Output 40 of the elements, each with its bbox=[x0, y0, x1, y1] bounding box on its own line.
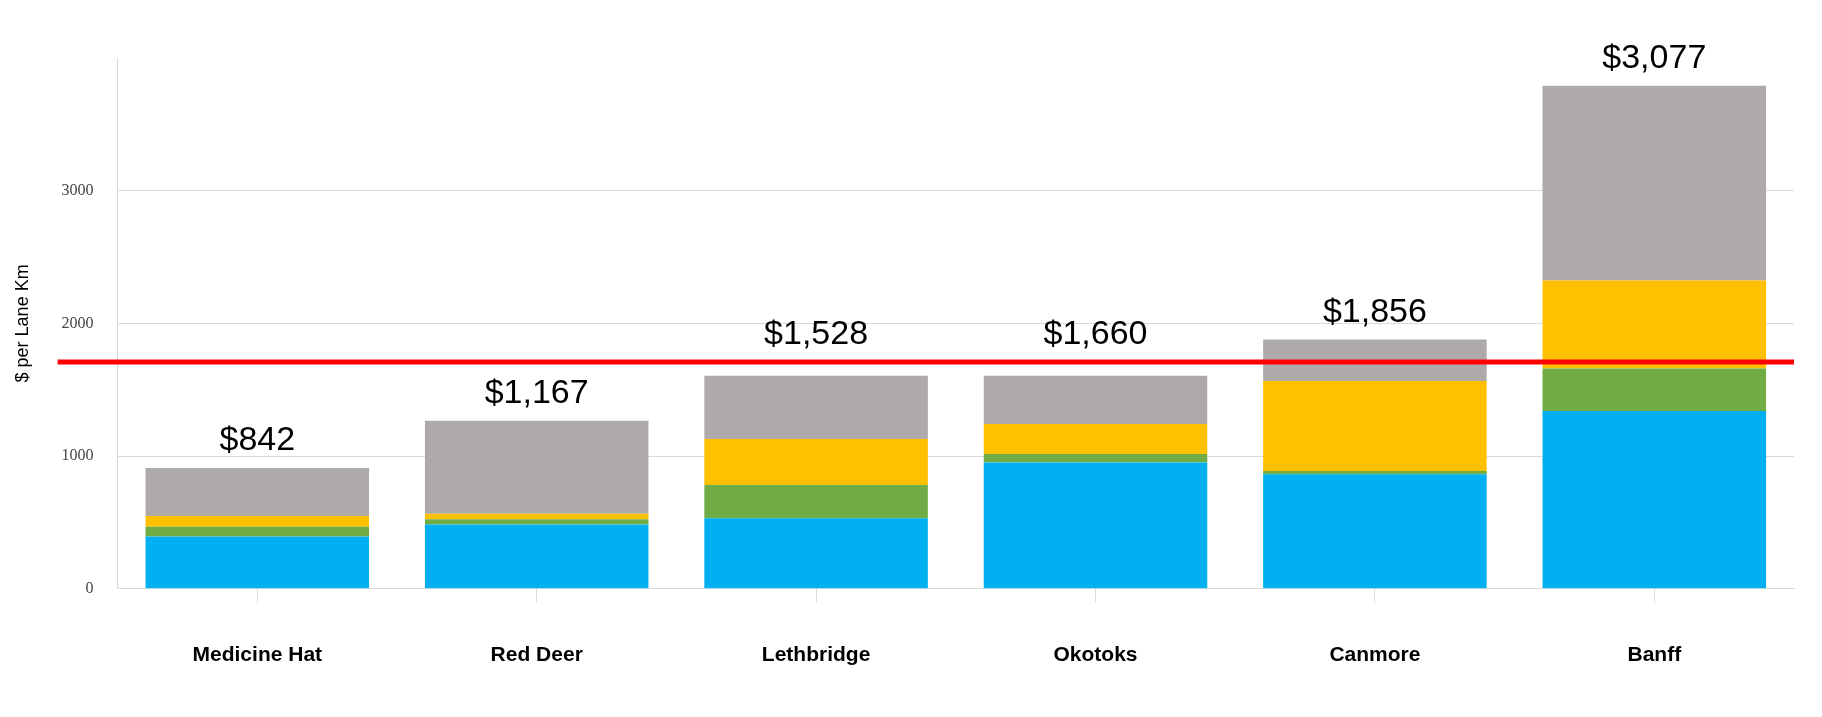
annotation: $842 bbox=[219, 419, 296, 458]
y-tick-label: 2000 bbox=[61, 313, 94, 331]
bar bbox=[983, 453, 1208, 463]
bar bbox=[424, 420, 649, 514]
annotation: $1,660 bbox=[1043, 313, 1148, 352]
bar bbox=[145, 467, 370, 517]
bar bbox=[1263, 381, 1487, 472]
bar bbox=[983, 423, 1208, 454]
annotation: $1,167 bbox=[484, 372, 589, 411]
x-tick-label: Canmore bbox=[1329, 642, 1421, 666]
bar bbox=[145, 536, 370, 589]
bar bbox=[704, 485, 928, 519]
bar bbox=[424, 513, 649, 520]
x-tick-label: Okotoks bbox=[1053, 642, 1138, 666]
bar bbox=[704, 375, 928, 439]
bar bbox=[704, 438, 928, 486]
bar bbox=[1542, 411, 1767, 589]
annotation: $1,528 bbox=[764, 313, 869, 352]
annotation: $3,077 bbox=[1602, 37, 1707, 76]
bar bbox=[1542, 85, 1767, 281]
bar bbox=[424, 519, 649, 525]
bar bbox=[1542, 368, 1767, 412]
y-tick-label: 3000 bbox=[61, 180, 94, 198]
y-tick-label: 0 bbox=[85, 579, 94, 596]
x-tick-label: Lethbridge bbox=[761, 642, 871, 666]
bar bbox=[145, 526, 370, 537]
bar bbox=[145, 516, 370, 527]
bar bbox=[983, 375, 1208, 424]
bar bbox=[1263, 471, 1487, 475]
x-tick-label: Medicine Hat bbox=[192, 642, 323, 666]
x-tick-label: Banff bbox=[1627, 642, 1683, 666]
bar bbox=[983, 462, 1208, 589]
bar bbox=[704, 518, 928, 589]
bar bbox=[424, 524, 649, 589]
y-tick-label: 1000 bbox=[61, 446, 94, 464]
annotation: $1,856 bbox=[1322, 290, 1427, 329]
x-tick-label: Red Deer bbox=[490, 642, 583, 666]
y-axis-title: $ per Lane Km bbox=[11, 264, 32, 383]
bar bbox=[1542, 280, 1767, 369]
bar bbox=[1263, 474, 1487, 589]
